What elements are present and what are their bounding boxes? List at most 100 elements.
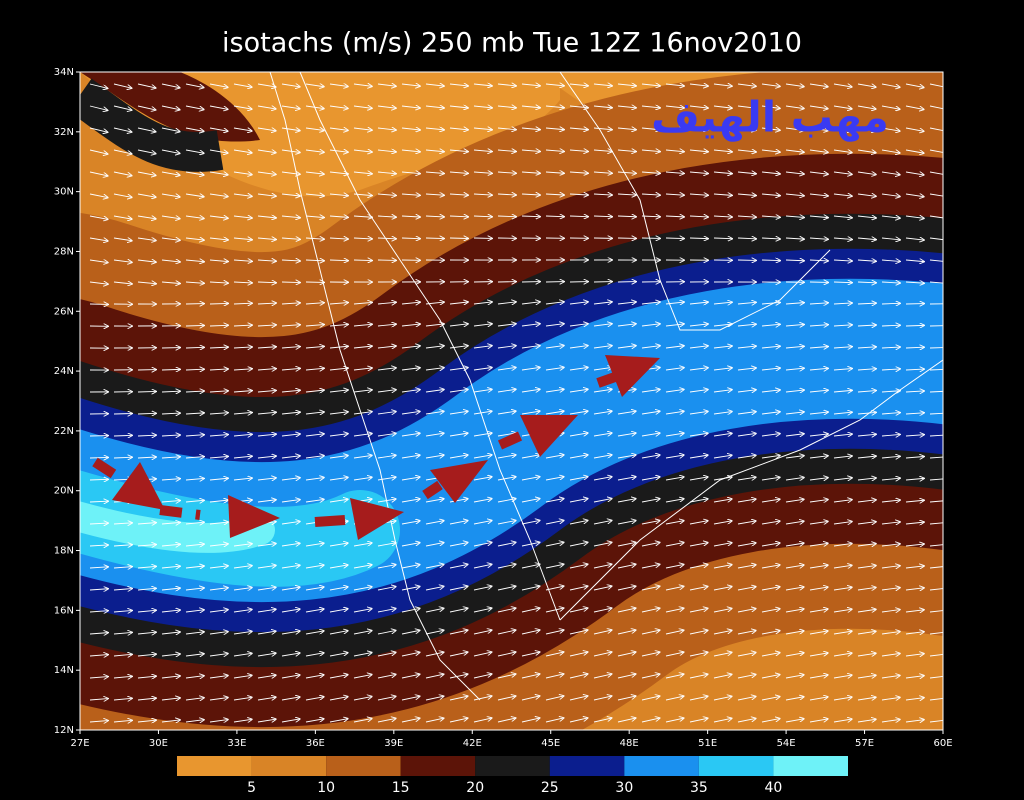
wind-vector xyxy=(161,127,180,132)
wind-vector xyxy=(569,194,588,195)
wind-vector xyxy=(521,564,540,569)
wind-vector xyxy=(545,499,564,503)
wind-vector xyxy=(209,500,228,502)
wind-vector xyxy=(785,719,804,723)
wind-vector xyxy=(233,544,252,546)
wind-vector xyxy=(785,324,804,326)
wind-vector xyxy=(833,390,852,392)
wind-vector xyxy=(545,84,564,86)
wind-vector xyxy=(761,587,780,591)
wind-vector xyxy=(449,411,468,414)
wind-vector xyxy=(401,106,420,108)
wind-vector xyxy=(329,719,348,723)
wind-vector xyxy=(377,696,396,701)
wind-vector xyxy=(521,542,540,547)
wind-vector xyxy=(833,587,852,590)
wind-vector xyxy=(449,172,468,173)
wind-vector xyxy=(737,194,756,195)
wind-vector xyxy=(905,105,924,109)
wind-vector xyxy=(137,391,156,392)
wind-vector xyxy=(689,411,708,414)
wind-vector xyxy=(473,368,492,370)
wind-vector xyxy=(209,303,228,304)
wind-vector xyxy=(641,172,660,173)
wind-vector xyxy=(857,150,876,153)
wind-vector xyxy=(209,676,228,678)
wind-vector xyxy=(137,282,156,284)
wind-vector xyxy=(209,260,228,262)
wind-vector xyxy=(425,652,444,657)
wind-vector xyxy=(713,368,732,370)
wind-vector xyxy=(761,194,780,196)
wind-vector xyxy=(497,302,516,304)
wind-vector xyxy=(137,171,156,175)
wind-vector xyxy=(905,632,924,634)
wind-vector xyxy=(113,457,132,458)
wind-vector xyxy=(233,172,252,175)
wind-vector xyxy=(401,652,420,657)
wind-vector xyxy=(857,128,876,131)
wind-vector xyxy=(881,588,900,590)
wind-vector xyxy=(281,84,300,87)
wind-vector xyxy=(713,630,732,635)
wind-vector xyxy=(905,391,924,392)
wind-vector xyxy=(641,389,660,392)
wind-vector xyxy=(449,368,468,370)
lon-tick-label: 42E xyxy=(463,738,482,749)
wind-vector xyxy=(833,653,852,656)
wind-vector xyxy=(929,697,943,701)
wind-vector xyxy=(113,282,132,284)
wind-vector xyxy=(809,303,828,304)
wind-vector xyxy=(401,674,420,679)
wind-vector xyxy=(449,674,468,679)
wind-vector xyxy=(257,587,276,590)
wind-vector xyxy=(257,238,276,240)
wind-vector xyxy=(761,697,780,701)
wind-vector xyxy=(881,500,900,502)
wind-vector xyxy=(689,499,708,503)
wind-vector xyxy=(233,83,252,87)
wind-vector xyxy=(641,652,660,657)
wind-vector xyxy=(761,324,780,326)
wind-vector xyxy=(689,652,708,657)
wind-vector xyxy=(161,105,180,110)
wind-vector xyxy=(833,325,852,326)
wind-vector xyxy=(257,456,276,458)
colorbar-swatch xyxy=(773,756,848,776)
wind-vector xyxy=(329,172,348,174)
wind-vector xyxy=(401,150,420,152)
wind-vector xyxy=(377,128,396,130)
lon-tick-label: 33E xyxy=(227,738,246,749)
wind-vector xyxy=(833,150,852,153)
wind-vector xyxy=(521,477,540,481)
wind-vector xyxy=(809,697,828,701)
field-band xyxy=(80,501,275,553)
wind-vector xyxy=(233,653,252,656)
wind-vector xyxy=(593,106,612,108)
wind-vector xyxy=(545,477,564,481)
wind-vector xyxy=(425,106,444,108)
wind-vector xyxy=(425,194,444,195)
wind-vector xyxy=(449,433,468,436)
wind-vector xyxy=(353,697,372,701)
colorbar-swatch xyxy=(698,756,774,776)
wind-vector xyxy=(665,477,684,481)
wind-vector xyxy=(881,632,900,634)
wind-vector xyxy=(473,216,492,217)
wind-vector xyxy=(545,150,564,151)
wind-vector xyxy=(161,391,180,392)
wind-vector xyxy=(497,389,516,392)
lon-tick-label: 54E xyxy=(777,738,796,749)
wind-vector xyxy=(761,543,780,547)
wind-vector xyxy=(929,149,943,153)
wind-vector xyxy=(89,282,108,284)
wind-vector xyxy=(857,260,876,261)
wind-vector xyxy=(713,543,732,547)
wind-vector xyxy=(257,544,276,546)
wind-vector xyxy=(257,478,276,480)
wind-vector xyxy=(185,698,204,700)
wind-vector xyxy=(449,150,468,152)
wind-vector xyxy=(353,324,372,326)
wind-vector xyxy=(881,325,900,326)
wind-vector xyxy=(353,106,372,108)
